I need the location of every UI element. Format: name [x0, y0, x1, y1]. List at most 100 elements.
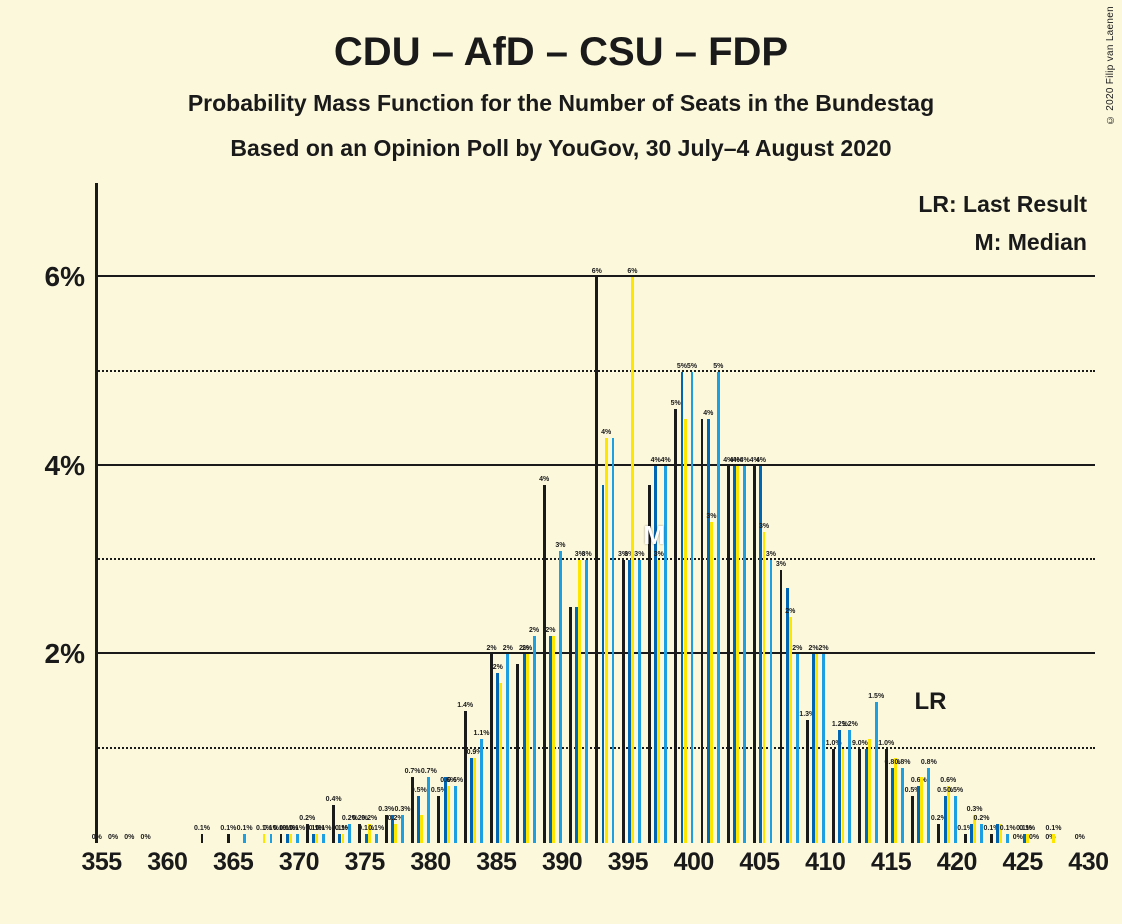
bar [342, 834, 345, 843]
bar-value-label: 0.5% [947, 787, 963, 794]
bar-value-label: 2% [486, 645, 496, 652]
bar-value-label: 0.8% [921, 759, 937, 766]
bar [490, 654, 493, 843]
bar [710, 522, 713, 843]
bar-value-label: 0% [141, 834, 151, 841]
bar-value-label: 3% [555, 542, 565, 549]
bar [806, 720, 809, 843]
chart-title: CDU – AfD – CSU – FDP [0, 30, 1122, 75]
bar-value-label: 4% [651, 457, 661, 464]
bar [401, 815, 404, 843]
bar-value-label: 0.4% [326, 796, 342, 803]
bar [569, 607, 572, 843]
bar [822, 654, 825, 843]
plot-area: 2%4%6%3553603653703753803853903954004054… [95, 183, 1095, 843]
xtick-label: 425 [1003, 848, 1043, 877]
bar [743, 466, 746, 843]
bar-value-label: 2% [819, 645, 829, 652]
bar-value-label: 0% [108, 834, 118, 841]
bar [464, 711, 467, 843]
bar-value-label: 0% [1013, 834, 1023, 841]
xtick-label: 400 [674, 848, 714, 877]
bar-value-label: 1.5% [868, 693, 884, 700]
bar-value-label: 1.0% [878, 740, 894, 747]
bar-value-label: 1.4% [457, 702, 473, 709]
bar-value-label: 4% [601, 429, 611, 436]
bar-value-label: 0.1% [1000, 825, 1016, 832]
copyright-label: © 2020 Filip van Laenen [1105, 6, 1116, 125]
bar-value-label: 9.0% [852, 740, 868, 747]
bar [736, 466, 739, 843]
bar-value-label: 1.2% [842, 721, 858, 728]
xtick-label: 380 [410, 848, 450, 877]
bar [1006, 834, 1009, 843]
bar [612, 438, 615, 843]
bar-value-label: 0.1% [1046, 825, 1062, 832]
bar [280, 834, 283, 843]
bar-value-label: 3% [776, 561, 786, 568]
bar [631, 277, 634, 843]
bar-value-label: 0.6% [447, 777, 463, 784]
bar [868, 739, 871, 843]
bar-value-label: 6% [592, 268, 602, 275]
bar-value-label: 5% [671, 400, 681, 407]
bar [796, 654, 799, 843]
bar-value-label: 0% [1075, 834, 1085, 841]
bar [263, 834, 266, 843]
bar [990, 834, 993, 843]
bar [516, 664, 519, 843]
bar-value-label: 3% [654, 551, 664, 558]
bar-value-label: 4% [661, 457, 671, 464]
bar [780, 570, 783, 843]
bar-value-label: 0.6% [940, 777, 956, 784]
bar-value-label: 5% [687, 363, 697, 370]
bar [753, 466, 756, 843]
bar [937, 824, 940, 843]
bar-value-label: 2% [785, 608, 795, 615]
bar [684, 419, 687, 843]
bars-layer: 0%0%0%0%0.1%0.1%0.1%0.1%0.1%0.1%0.1%0.1%… [95, 183, 1095, 843]
xtick-label: 355 [81, 848, 121, 877]
bar [437, 796, 440, 843]
bar-value-label: 2% [545, 627, 555, 634]
ytick-label: 2% [25, 638, 85, 670]
bar-value-label: 0% [124, 834, 134, 841]
bar-value-label: 0.8% [895, 759, 911, 766]
bar [499, 683, 502, 843]
bar-value-label: 0.1% [194, 825, 210, 832]
bar-value-label: 0.2% [973, 815, 989, 822]
bar-value-label: 0.1% [289, 825, 305, 832]
bar [447, 786, 450, 843]
bar [375, 834, 378, 843]
bar [348, 824, 351, 843]
bar-value-label: 0.1% [220, 825, 236, 832]
bar-value-label: 3% [582, 551, 592, 558]
xtick-label: 370 [279, 848, 319, 877]
bar [701, 419, 704, 843]
bar [954, 796, 957, 843]
bar [605, 438, 608, 843]
bar [657, 560, 660, 843]
bar-value-label: 4% [756, 457, 766, 464]
last-result-marker: LR [915, 688, 947, 716]
bar-value-label: 0.7% [421, 768, 437, 775]
bar [770, 560, 773, 843]
bar-value-label: 3% [634, 551, 644, 558]
bar [717, 372, 720, 843]
bar [595, 277, 598, 843]
bar [848, 730, 851, 843]
ytick-label: 6% [25, 261, 85, 293]
bar-value-label: 6% [627, 268, 637, 275]
bar-value-label: 0.3% [378, 806, 394, 813]
bar-value-label: 2% [503, 645, 513, 652]
bar [454, 786, 457, 843]
bar-value-label: 4% [703, 410, 713, 417]
bar-value-label: 4% [539, 476, 549, 483]
bar [901, 768, 904, 843]
bar-value-label: 0% [92, 834, 102, 841]
xtick-label: 375 [345, 848, 385, 877]
bar-value-label: 0.1% [368, 825, 384, 832]
bar [964, 834, 967, 843]
bar [727, 466, 730, 843]
bar-value-label: 3% [766, 551, 776, 558]
